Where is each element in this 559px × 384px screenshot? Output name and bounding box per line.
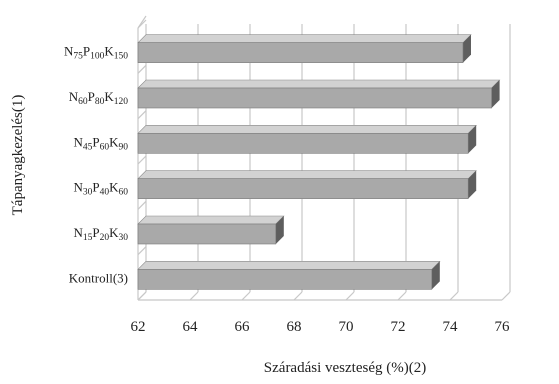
bar-front-face [137, 87, 492, 109]
x-tick-label: 74 [443, 319, 459, 335]
floor-line-72 [397, 291, 407, 301]
bar-side-face [463, 34, 471, 63]
x-tick-label: 66 [235, 319, 251, 335]
category-label: N45P60K90 [73, 134, 128, 152]
bar-front-face [137, 42, 464, 63]
y-axis-title: Tápanyagkezelés(1) [10, 95, 26, 216]
floor-line-76 [501, 291, 511, 301]
bar-front-face [137, 269, 433, 290]
bars-layer [137, 34, 501, 290]
bar-top-face [137, 261, 441, 270]
category-divider [137, 64, 147, 74]
category-label: N60P80K120 [69, 89, 129, 107]
x-tick-label: 62 [131, 319, 146, 335]
x-tick-label: 76 [495, 319, 511, 335]
bar-top-face [137, 79, 501, 89]
bar-top-face [137, 170, 477, 179]
floor-line-68 [293, 291, 303, 301]
category-divider [137, 110, 147, 120]
x-tick-label: 68 [287, 319, 302, 335]
category-label: N30P40K60 [73, 180, 128, 198]
bar-top-face [137, 215, 285, 225]
bar-side-face [275, 216, 284, 244]
floor-line-70 [345, 291, 355, 301]
x-tick-label: 64 [183, 319, 199, 335]
bar-side-face [468, 125, 477, 154]
floor-line-66 [241, 291, 251, 301]
bar-front-face [137, 178, 469, 199]
category-label: N75P100K150 [64, 44, 128, 62]
category-divider [137, 200, 147, 210]
x-tick-labels: 62 64 66 68 70 72 74 76 [131, 319, 511, 335]
bar [137, 215, 285, 245]
x-axis-title: Száradási veszteség (%)(2) [264, 360, 426, 376]
category-divider [137, 155, 147, 165]
bar-front-face [137, 133, 469, 154]
floor-line-64 [189, 291, 199, 301]
x-tick-label: 70 [339, 319, 354, 335]
bar-top-face [137, 125, 477, 134]
category-divider [137, 19, 147, 29]
category-label: Kontroll(3) [69, 270, 128, 285]
bar [137, 170, 477, 199]
bar [137, 125, 477, 154]
bar-front-face [137, 223, 277, 245]
x-tick-label: 72 [391, 319, 406, 335]
grid-layer [137, 15, 511, 301]
bar [137, 34, 472, 63]
bar [137, 79, 501, 109]
category-divider [137, 291, 147, 301]
y-category-labels: N75P100K150 N60P80K120 N45P60K90 N30P40K60 N… [64, 44, 128, 286]
bar-side-face [468, 170, 477, 199]
bar [137, 261, 441, 290]
category-label: N15P20K30 [73, 225, 128, 243]
bar-side-face [431, 261, 440, 290]
bar-top-face [137, 34, 472, 43]
floor-line-74 [449, 291, 459, 301]
bar-side-face [491, 80, 500, 108]
category-divider [137, 246, 147, 256]
